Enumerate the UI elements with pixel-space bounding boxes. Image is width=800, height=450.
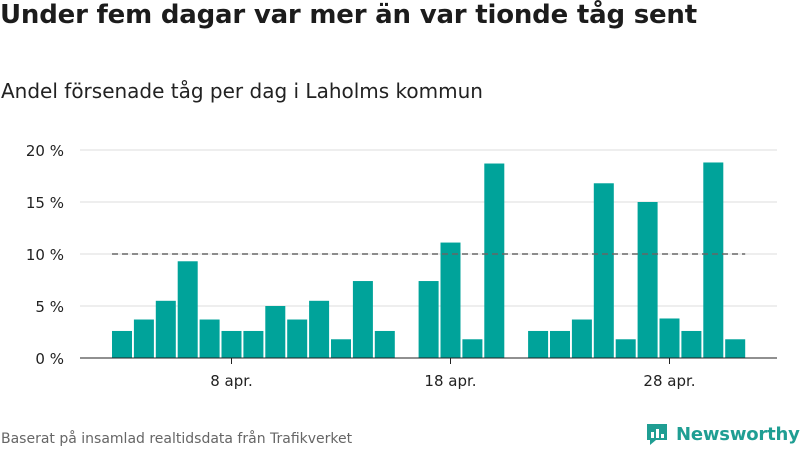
bar	[550, 330, 570, 358]
bar	[484, 163, 505, 358]
bar	[637, 202, 658, 358]
bar	[133, 319, 154, 358]
bar	[681, 330, 702, 358]
bar	[571, 319, 592, 358]
bar-chart: 0 % 5 % 10 % 15 % 20 % 8 apr. 18 apr. 28 apr.	[26, 142, 777, 390]
chart-title: Under fem dagar var mer än var tionde tå…	[0, 0, 697, 30]
bar	[462, 339, 483, 358]
bar	[593, 183, 614, 358]
source-note: Baserat på insamlad realtidsdata från Tr…	[1, 431, 353, 447]
x-tick-label: 8 apr.	[210, 372, 253, 390]
bar	[309, 300, 330, 358]
bar	[418, 281, 439, 358]
bar	[374, 330, 395, 358]
bar	[221, 330, 242, 358]
newsworthy-logo: Newsworthy	[644, 420, 800, 448]
bar	[352, 281, 373, 358]
y-tick-label: 0 %	[35, 350, 64, 368]
bar	[177, 261, 198, 358]
y-tick-label: 5 %	[35, 298, 64, 316]
chart-subtitle: Andel försenade tåg per dag i Laholms ko…	[1, 79, 483, 103]
newsworthy-logo-icon	[647, 424, 667, 445]
bar	[725, 339, 746, 358]
bar	[265, 306, 286, 358]
logo-text: Newsworthy	[676, 423, 800, 445]
bar	[703, 162, 724, 358]
bar	[199, 319, 220, 358]
x-axis: 8 apr. 18 apr. 28 apr.	[80, 357, 777, 390]
bar	[615, 339, 636, 358]
y-axis-tick-labels: 0 % 5 % 10 % 15 % 20 %	[26, 142, 64, 368]
y-tick-label: 15 %	[26, 194, 64, 212]
bar	[440, 242, 461, 358]
bar	[112, 330, 132, 358]
bar	[287, 319, 308, 358]
bar	[243, 330, 264, 358]
bar	[155, 300, 176, 358]
y-tick-label: 20 %	[26, 142, 64, 160]
x-tick-label: 28 apr.	[643, 372, 695, 390]
bar-series	[112, 162, 746, 358]
y-tick-label: 10 %	[26, 246, 64, 264]
bar	[331, 339, 351, 358]
bar	[659, 318, 680, 358]
bar	[528, 330, 549, 358]
x-tick-label: 18 apr.	[424, 372, 476, 390]
